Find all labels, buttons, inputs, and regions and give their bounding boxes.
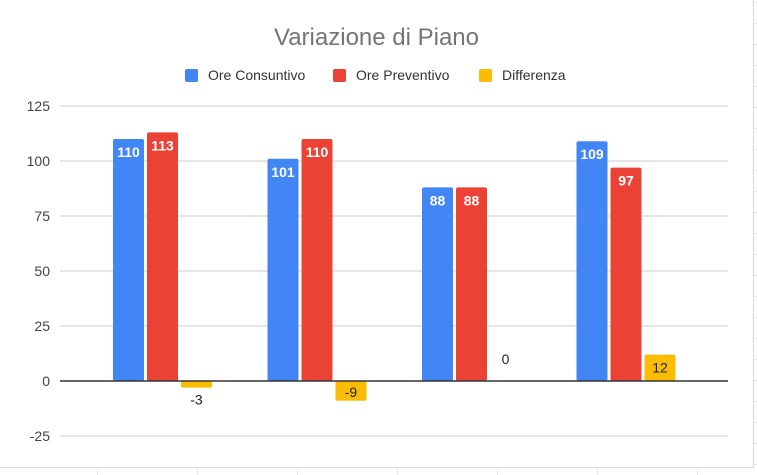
y-tick-label-4: 25 (34, 318, 50, 334)
legend-label-ore-consuntivo: Ore Consuntivo (208, 67, 306, 83)
legend-item-ore-consuntivo[interactable]: Ore Consuntivo (185, 66, 305, 84)
bar-series0-cat3[interactable] (576, 141, 608, 381)
bar-series1-cat2[interactable] (456, 187, 487, 381)
data-label-series0-cat3: 109 (580, 146, 604, 162)
legend-item-ore-preventivo[interactable]: Ore Preventivo (333, 66, 449, 84)
data-label-series0-cat0: 110 (117, 144, 140, 160)
data-labels: 110 101 88 109 113 110 88 97 -3 -9 0 12 (117, 137, 668, 407)
legend-label-differenza: Differenza (502, 67, 566, 83)
data-label-series1-cat3: 97 (618, 173, 634, 189)
bars (113, 132, 676, 401)
chart-legend: Ore Consuntivo Ore Preventivo Differenza (0, 66, 753, 84)
legend-swatch-ore-consuntivo (185, 68, 198, 82)
data-label-series1-cat1: 110 (306, 144, 329, 160)
legend-swatch-differenza (479, 68, 492, 82)
data-label-series1-cat0: 113 (151, 137, 174, 153)
data-label-series2-cat3: 12 (652, 360, 668, 376)
data-label-series2-cat0: -3 (190, 392, 203, 408)
y-tick-label-0: 125 (27, 98, 51, 114)
bar-series1-cat0[interactable] (147, 132, 178, 381)
data-label-series2-cat1: -9 (345, 384, 358, 400)
data-label-series1-cat2: 88 (464, 192, 480, 208)
data-label-series0-cat2: 88 (430, 192, 446, 208)
bar-series2-cat1[interactable] (335, 381, 367, 401)
y-tick-label-6: -25 (30, 428, 50, 444)
chart-plot-area: 125 100 75 50 25 0 -25 110 101 88 109 113 110 88 97 -3… (27, 98, 728, 444)
bar-series2-cat0[interactable] (181, 381, 212, 388)
bar-series0-cat1[interactable] (267, 158, 299, 381)
data-label-series0-cat1: 101 (271, 164, 295, 180)
bar-series0-cat2[interactable] (422, 187, 453, 381)
chart-title: Variazione di Piano (273, 24, 480, 51)
data-label-series2-cat2: 0 (502, 351, 510, 367)
legend-item-differenza[interactable]: Differenza (479, 66, 566, 84)
bar-series0-cat0[interactable] (113, 139, 144, 381)
y-tick-label-1: 100 (27, 153, 51, 169)
y-axis-ticks: 125 100 75 50 25 0 -25 (27, 98, 51, 444)
legend-label-ore-preventivo: Ore Preventivo (356, 67, 450, 83)
y-tick-label-3: 50 (34, 263, 50, 279)
y-tick-label-5: 0 (42, 373, 50, 389)
bar-series1-cat3[interactable] (610, 167, 642, 381)
legend-swatch-ore-preventivo (333, 68, 346, 82)
bar-series1-cat1[interactable] (301, 139, 333, 381)
bar-series2-cat3[interactable] (644, 354, 676, 381)
y-tick-label-2: 75 (34, 208, 50, 224)
